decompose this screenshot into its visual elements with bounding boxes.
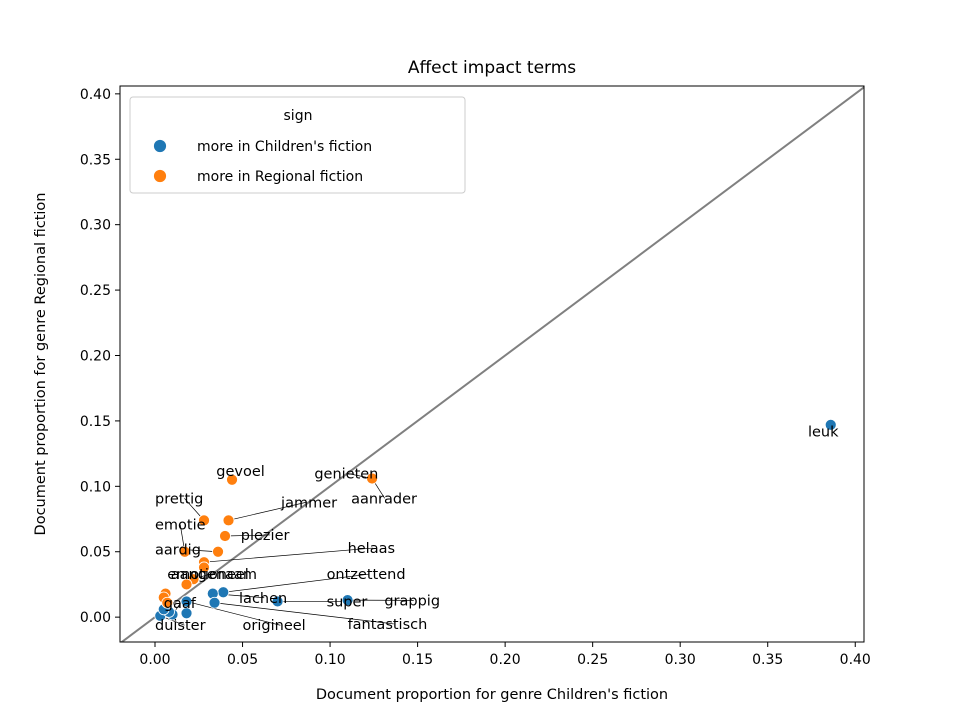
data-point: [226, 473, 238, 486]
y-tick-label: 0.40: [80, 87, 111, 103]
point-label: aanrader: [351, 491, 417, 507]
point-label: gaaf: [164, 596, 197, 612]
data-point: [341, 594, 354, 607]
leader-lines: [160, 473, 414, 626]
x-tick-label: 0.15: [402, 652, 433, 668]
data-point: [366, 472, 378, 485]
data-point: [198, 561, 210, 574]
point-label: helaas: [348, 541, 395, 557]
diagonal-line: [120, 86, 864, 642]
plot-frame: [119, 85, 865, 643]
point-label: plezier: [241, 528, 290, 544]
x-axis-label: Document proportion for genre Children's…: [316, 687, 668, 703]
x-tick-label: 0.35: [752, 652, 783, 668]
point-label: leuk: [808, 425, 839, 441]
y-tick-label: 0.00: [80, 610, 111, 626]
x-tick-label: 0.40: [840, 652, 871, 668]
y-tick-label: 0.15: [80, 414, 111, 430]
diagonal-layer: [120, 86, 864, 642]
x-tick-label: 0.10: [314, 652, 345, 668]
y-tick-label: 0.35: [80, 152, 111, 168]
x-tick-label: 0.25: [577, 652, 608, 668]
leader-line: [225, 534, 271, 537]
data-point: [178, 545, 191, 558]
data-point: [180, 607, 193, 620]
point-label: lachen: [239, 591, 287, 607]
x-tick-label: 0.05: [227, 652, 258, 668]
y-axis-ticks: 0.00 0.05 0.10 0.15 0.20 0.25 0.30 0.35 0.40: [80, 87, 120, 626]
point-label: aangenaam: [171, 567, 257, 583]
point-label: gevoel: [216, 464, 265, 480]
legend-marker-children: [153, 139, 167, 153]
data-point: [271, 595, 284, 608]
legend-box: [129, 96, 466, 194]
leader-line: [203, 547, 373, 563]
y-tick-label: 0.05: [80, 545, 111, 561]
data-point: [222, 514, 235, 527]
point-label: genieten: [314, 466, 378, 482]
point-label: origineel: [243, 618, 306, 634]
point-label: aardig: [155, 542, 201, 558]
y-tick-label: 0.10: [80, 479, 111, 495]
point-label: emotioneel: [167, 567, 249, 583]
data-point: [198, 514, 210, 527]
y-axis-label: Document proportion for genre Regional f…: [33, 193, 49, 536]
x-axis-ticks: 0.00 0.05 0.10 0.15 0.20 0.25 0.30 0.35 0.40: [139, 642, 871, 668]
y-tick-label: 0.20: [80, 348, 111, 364]
legend-label-regional: more in Regional fiction: [197, 169, 363, 185]
data-point: [161, 596, 174, 609]
leader-line: [214, 602, 394, 625]
legend-label-children: more in Children's fiction: [197, 139, 372, 155]
data-points: [154, 418, 837, 622]
point-label: jammer: [280, 495, 337, 511]
y-tick-label: 0.25: [80, 283, 111, 299]
point-labels: leuk aanrader grappig super ontzettend lachen…: [155, 425, 839, 635]
data-point: [217, 586, 230, 599]
y-tick-label: 0.30: [80, 218, 111, 234]
x-tick-label: 0.20: [490, 652, 521, 668]
x-tick-label: 0.30: [665, 652, 696, 668]
leader-line: [223, 573, 369, 593]
point-label: super: [327, 595, 368, 611]
legend: sign more in Children's fiction more in …: [129, 96, 466, 194]
point-label: prettig: [155, 491, 203, 507]
data-point: [219, 530, 231, 542]
point-label: emotie: [155, 517, 206, 533]
point-label: duister: [155, 618, 206, 634]
legend-marker-regional: [153, 169, 167, 183]
leader-line: [186, 601, 281, 626]
data-point: [180, 578, 193, 591]
chart-title: Affect impact terms: [408, 58, 576, 78]
x-tick-label: 0.00: [139, 652, 170, 668]
point-label: ontzettend: [327, 567, 406, 583]
point-label: fantastisch: [348, 617, 428, 633]
legend-title: sign: [284, 108, 313, 124]
data-point: [824, 418, 837, 431]
data-point: [208, 596, 221, 609]
data-point: [212, 545, 224, 558]
data-point: [180, 595, 193, 608]
point-label: grappig: [384, 593, 440, 609]
leader-line: [228, 501, 307, 521]
